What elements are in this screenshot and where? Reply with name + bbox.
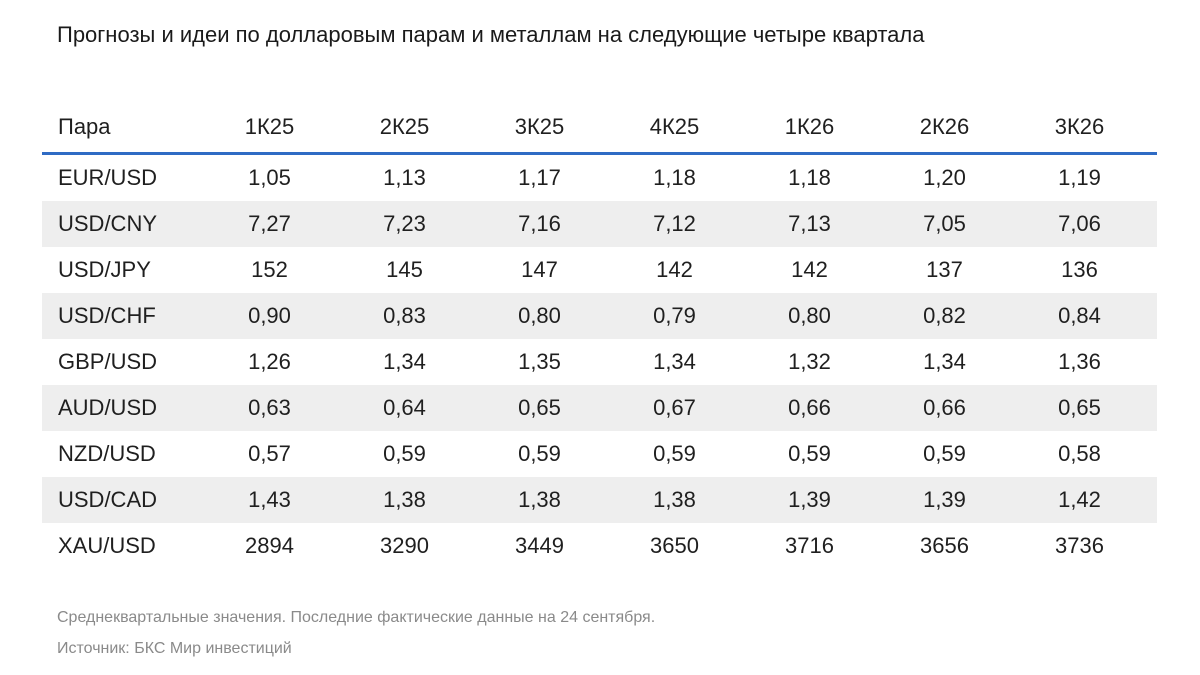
header-quarter: 1К25 [244, 114, 295, 139]
value-cell: 3449 [515, 533, 564, 558]
table-header-row: Пара 1К25 2К25 3К25 4К25 1К26 2К26 3К26 [42, 102, 1157, 155]
value-cell: 0,83 [383, 303, 426, 328]
value-cell: 3656 [920, 533, 969, 558]
forecast-table: Пара 1К25 2К25 3К25 4К25 1К26 2К26 3К26 … [42, 102, 1157, 569]
table-row: NZD/USD 0,57 0,59 0,59 0,59 0,59 0,59 0,58 [42, 431, 1157, 477]
value-cell: 1,39 [788, 487, 831, 512]
value-cell: 1,19 [1058, 165, 1101, 190]
table-row: AUD/USD 0,63 0,64 0,65 0,67 0,66 0,66 0,65 [42, 385, 1157, 431]
value-cell: 2894 [245, 533, 294, 558]
value-cell: 7,12 [653, 211, 696, 236]
value-cell: 0,59 [383, 441, 426, 466]
value-cell: 0,66 [788, 395, 831, 420]
value-cell: 1,34 [383, 349, 426, 374]
value-cell: 7,23 [383, 211, 426, 236]
value-cell: 152 [251, 257, 288, 282]
value-cell: 1,13 [383, 165, 426, 190]
value-cell: 7,13 [788, 211, 831, 236]
value-cell: 3716 [785, 533, 834, 558]
value-cell: 1,17 [518, 165, 561, 190]
value-cell: 7,06 [1058, 211, 1101, 236]
table-row: USD/CAD 1,43 1,38 1,38 1,38 1,39 1,39 1,42 [42, 477, 1157, 523]
value-cell: 1,38 [653, 487, 696, 512]
value-cell: 1,34 [923, 349, 966, 374]
header-quarter: 2К26 [919, 114, 970, 139]
value-cell: 1,20 [923, 165, 966, 190]
value-cell: 3736 [1055, 533, 1104, 558]
value-cell: 7,27 [248, 211, 291, 236]
value-cell: 1,32 [788, 349, 831, 374]
value-cell: 0,65 [518, 395, 561, 420]
value-cell: 1,34 [653, 349, 696, 374]
footnote-source: Источник: БКС Мир инвестиций [57, 640, 292, 657]
value-cell: 0,84 [1058, 303, 1101, 328]
value-cell: 1,43 [248, 487, 291, 512]
table-row: USD/CHF 0,90 0,83 0,80 0,79 0,80 0,82 0,84 [42, 293, 1157, 339]
pair-label: EUR/USD [58, 165, 158, 190]
table-row: XAU/USD 2894 3290 3449 3650 3716 3656 3736 [42, 523, 1157, 569]
pair-label: USD/CNY [58, 211, 158, 236]
header-quarter: 1К26 [784, 114, 835, 139]
header-quarter: 3К26 [1054, 114, 1105, 139]
value-cell: 1,38 [518, 487, 561, 512]
value-cell: 0,66 [923, 395, 966, 420]
table-row: GBP/USD 1,26 1,34 1,35 1,34 1,32 1,34 1,36 [42, 339, 1157, 385]
value-cell: 0,64 [383, 395, 426, 420]
value-cell: 0,80 [518, 303, 561, 328]
value-cell: 0,57 [248, 441, 291, 466]
value-cell: 3650 [650, 533, 699, 558]
pair-label: USD/JPY [58, 257, 151, 282]
header-quarter: 4К25 [649, 114, 700, 139]
value-cell: 1,36 [1058, 349, 1101, 374]
value-cell: 142 [656, 257, 693, 282]
value-cell: 147 [521, 257, 558, 282]
value-cell: 7,16 [518, 211, 561, 236]
value-cell: 1,05 [248, 165, 291, 190]
header-quarter: 3К25 [514, 114, 565, 139]
value-cell: 1,18 [788, 165, 831, 190]
pair-label: USD/CAD [58, 487, 158, 512]
value-cell: 1,18 [653, 165, 696, 190]
page-title: Прогнозы и идеи по долларовым парам и ме… [57, 22, 925, 47]
value-cell: 142 [791, 257, 828, 282]
value-cell: 0,59 [923, 441, 966, 466]
value-cell: 0,63 [248, 395, 291, 420]
value-cell: 1,38 [383, 487, 426, 512]
value-cell: 1,42 [1058, 487, 1101, 512]
value-cell: 0,67 [653, 395, 696, 420]
value-cell: 0,58 [1058, 441, 1101, 466]
pair-label: GBP/USD [58, 349, 158, 374]
value-cell: 1,35 [518, 349, 561, 374]
pair-label: USD/CHF [58, 303, 156, 328]
table-body: EUR/USD 1,05 1,13 1,17 1,18 1,18 1,20 1,19 USD/C… [42, 155, 1157, 569]
value-cell: 0,79 [653, 303, 696, 328]
value-cell: 136 [1061, 257, 1098, 282]
value-cell: 145 [386, 257, 423, 282]
table-row: EUR/USD 1,05 1,13 1,17 1,18 1,18 1,20 1,19 [42, 155, 1157, 201]
value-cell: 7,05 [923, 211, 966, 236]
table-row: USD/CNY 7,27 7,23 7,16 7,12 7,13 7,05 7,06 [42, 201, 1157, 247]
value-cell: 1,39 [923, 487, 966, 512]
value-cell: 0,59 [788, 441, 831, 466]
value-cell: 3290 [380, 533, 429, 558]
value-cell: 0,82 [923, 303, 966, 328]
pair-label: XAU/USD [58, 533, 156, 558]
value-cell: 0,59 [518, 441, 561, 466]
value-cell: 0,90 [248, 303, 291, 328]
value-cell: 0,65 [1058, 395, 1101, 420]
footnote-note: Среднеквартальные значения. Последние фа… [57, 609, 656, 626]
value-cell: 137 [926, 257, 963, 282]
table-row: USD/JPY 152 145 147 142 142 137 136 [42, 247, 1157, 293]
header-pair: Пара [58, 114, 111, 139]
value-cell: 1,26 [248, 349, 291, 374]
value-cell: 0,80 [788, 303, 831, 328]
pair-label: AUD/USD [58, 395, 158, 420]
pair-label: NZD/USD [58, 441, 156, 466]
header-quarter: 2К25 [379, 114, 430, 139]
value-cell: 0,59 [653, 441, 696, 466]
